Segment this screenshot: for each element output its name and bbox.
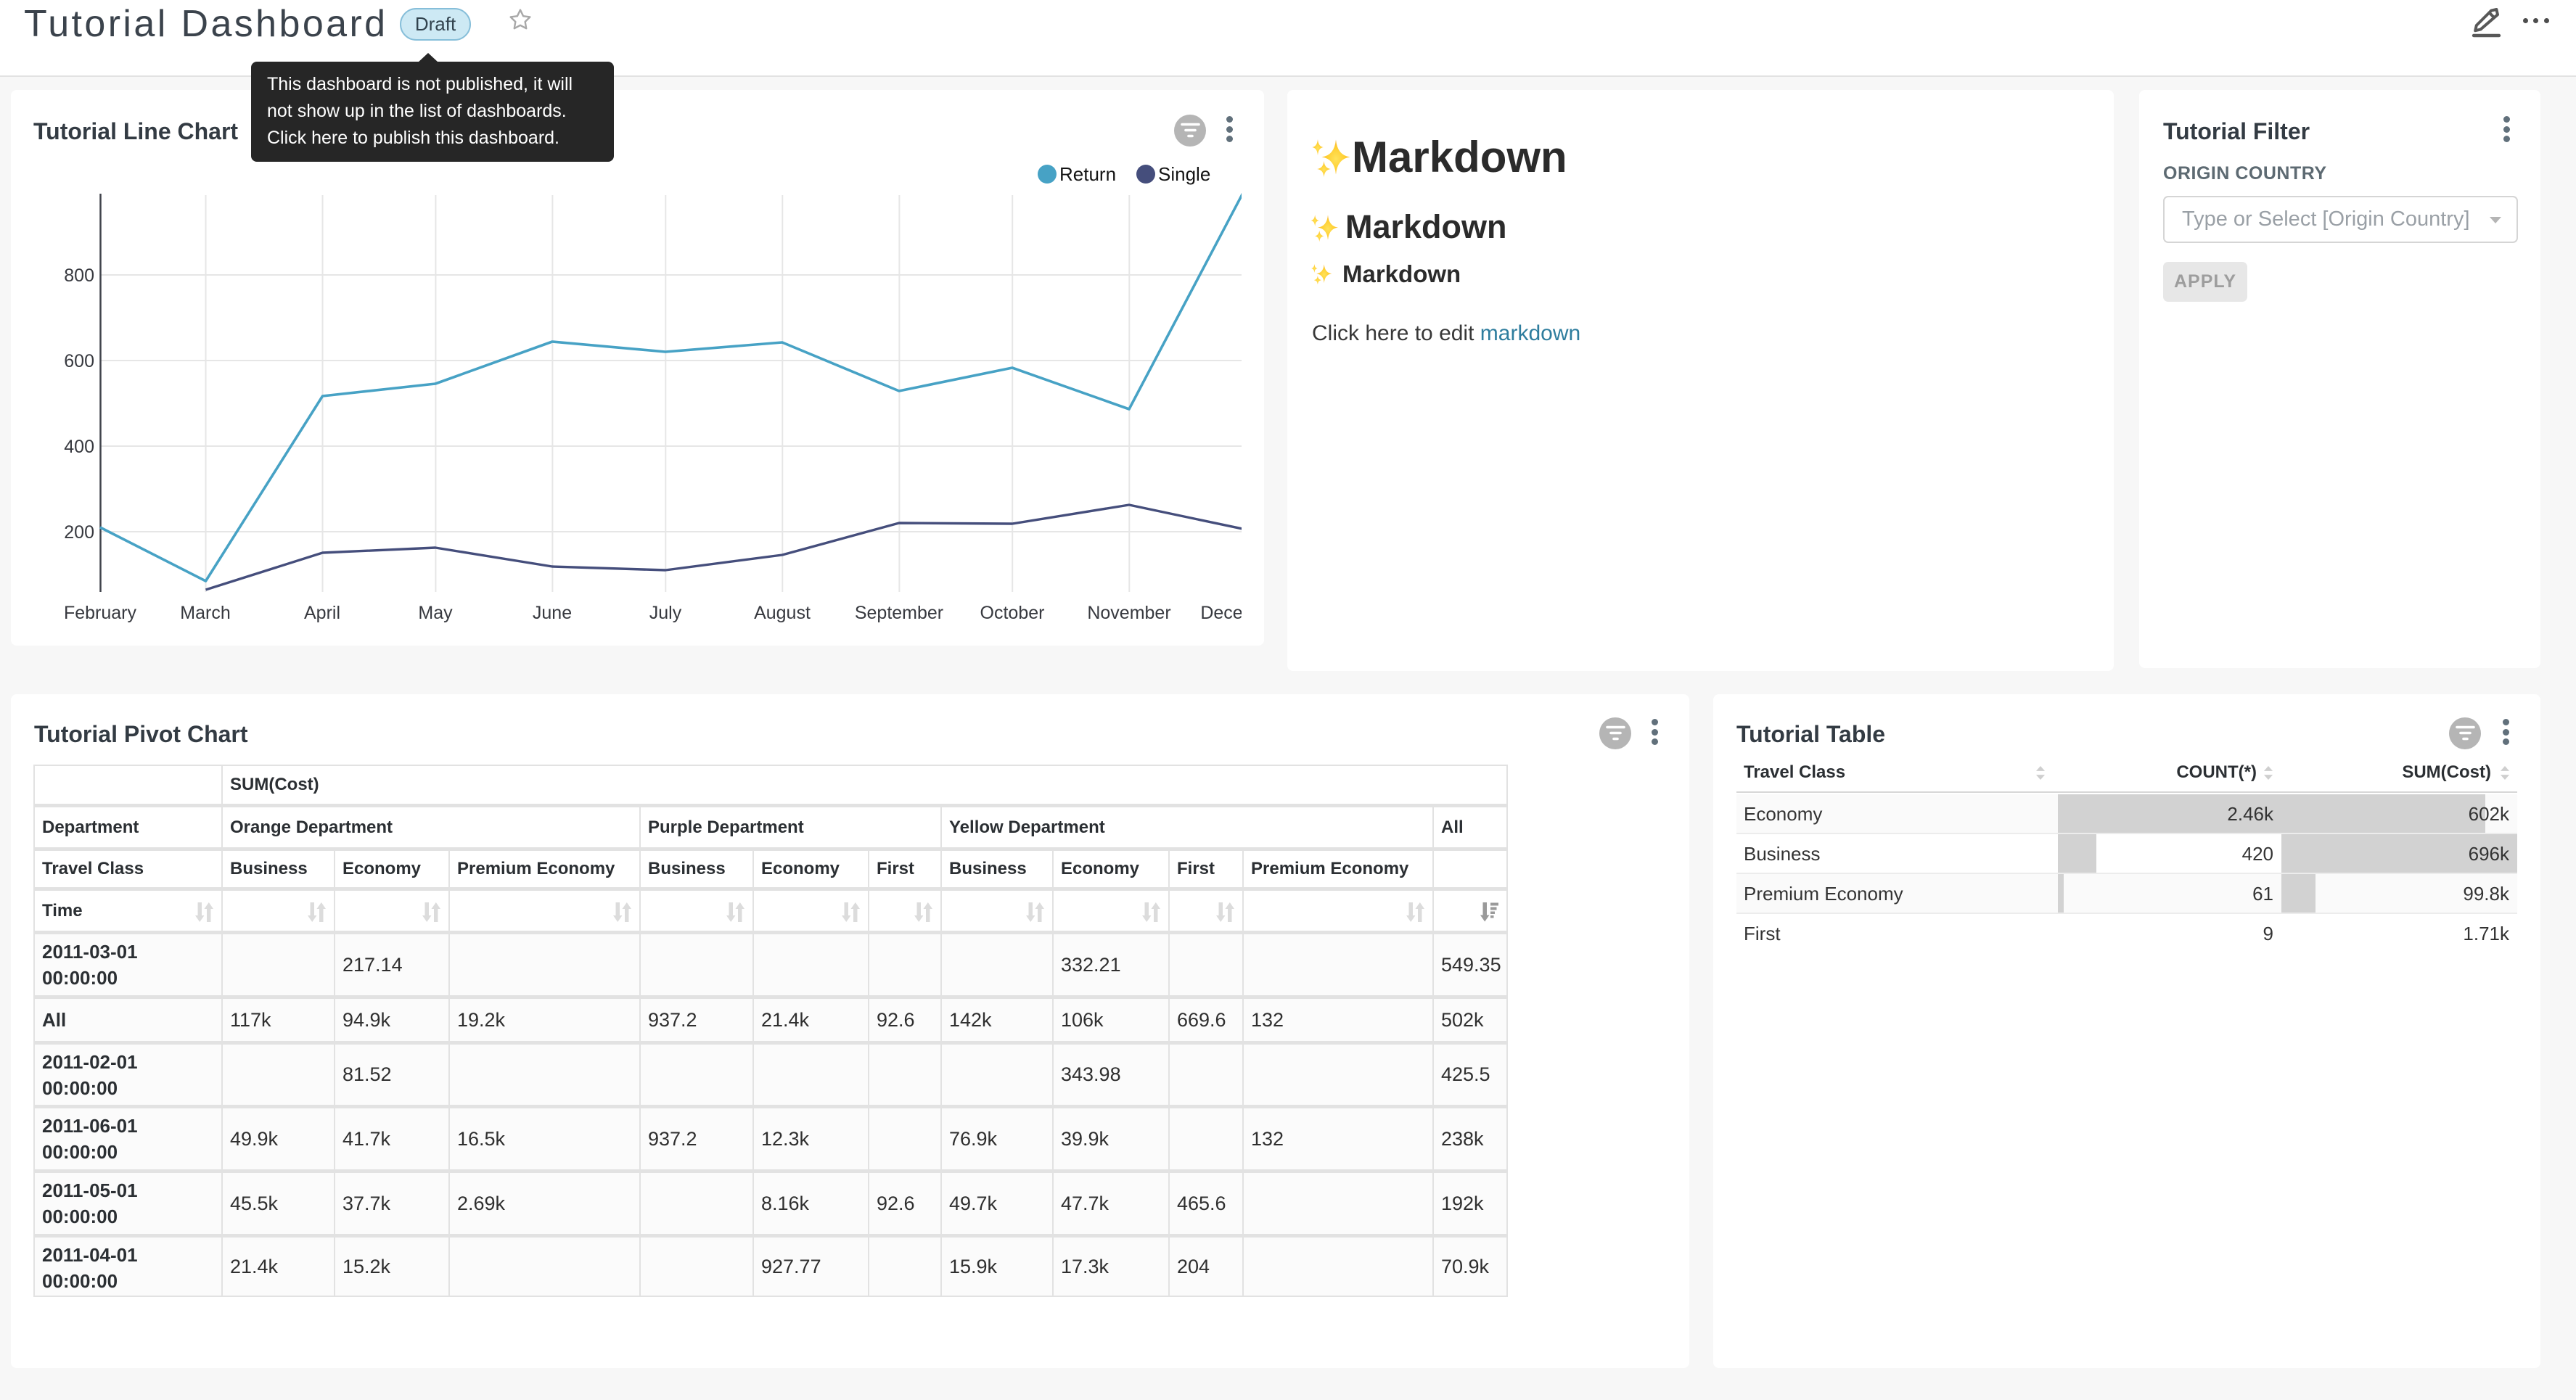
svg-text:Return: Return (1059, 163, 1116, 185)
svg-text:800: 800 (64, 265, 94, 286)
svg-text:May: May (418, 603, 453, 623)
svg-text:June: June (533, 603, 572, 623)
svg-text:600: 600 (64, 351, 94, 371)
svg-text:February: February (64, 603, 137, 623)
svg-text:November: November (1087, 603, 1170, 623)
svg-text:March: March (180, 603, 230, 623)
svg-text:September: September (855, 603, 943, 623)
svg-text:April: April (304, 603, 340, 623)
svg-text:August: August (754, 603, 811, 623)
svg-text:Single: Single (1158, 163, 1210, 185)
svg-text:200: 200 (64, 522, 94, 543)
svg-text:December: December (1200, 603, 1242, 623)
svg-text:October: October (980, 603, 1045, 623)
svg-text:July: July (649, 603, 682, 623)
svg-text:400: 400 (64, 437, 94, 457)
